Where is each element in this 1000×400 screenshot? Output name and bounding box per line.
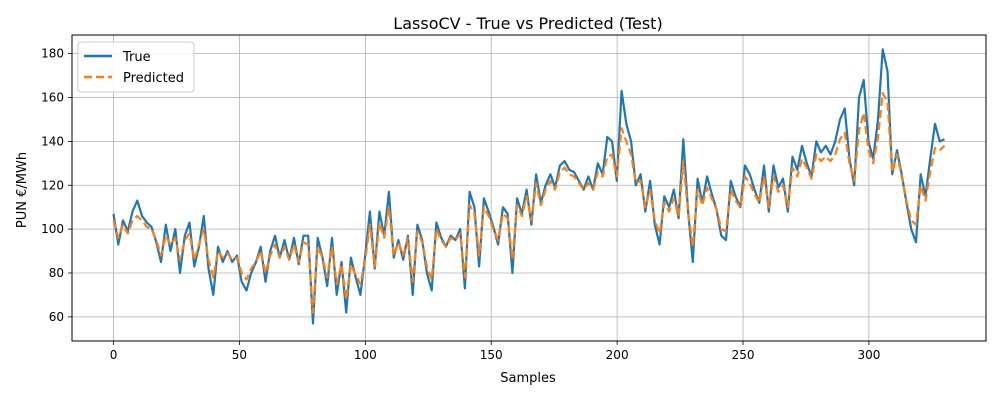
legend-true-label: True: [122, 50, 151, 65]
x-tick-label: 300: [857, 348, 880, 362]
legend: True Predicted: [77, 41, 195, 93]
ticks: 0 50 100 150 200 250 300 60 80 100 120 140 160 180: [41, 47, 880, 362]
x-tick-label: 100: [354, 348, 377, 362]
y-axis-label: PUN €/MWh: [15, 152, 30, 228]
legend-predicted-label: Predicted: [123, 71, 184, 86]
grid: [72, 35, 986, 341]
x-tick-label: 200: [606, 348, 629, 362]
plot-frame: [71, 34, 987, 342]
series-layer: [112, 48, 946, 325]
y-tick-label: 100: [41, 222, 64, 236]
x-tick-label: 150: [480, 348, 503, 362]
series-line-predicted: [112, 91, 946, 314]
y-tick-label: 180: [41, 47, 64, 61]
chart-title: LassoCV - True vs Predicted (Test): [393, 14, 662, 33]
x-tick-label: 50: [232, 348, 247, 362]
y-tick-label: 60: [49, 310, 64, 324]
y-tick-label: 160: [41, 91, 64, 105]
y-tick-label: 120: [41, 178, 64, 192]
x-tick-label: 250: [732, 348, 755, 362]
x-axis-label: Samples: [500, 371, 556, 386]
y-tick-label: 80: [49, 266, 64, 280]
y-tick-label: 140: [41, 134, 64, 148]
legend-box: [77, 41, 195, 93]
x-tick-label: 0: [110, 348, 118, 362]
